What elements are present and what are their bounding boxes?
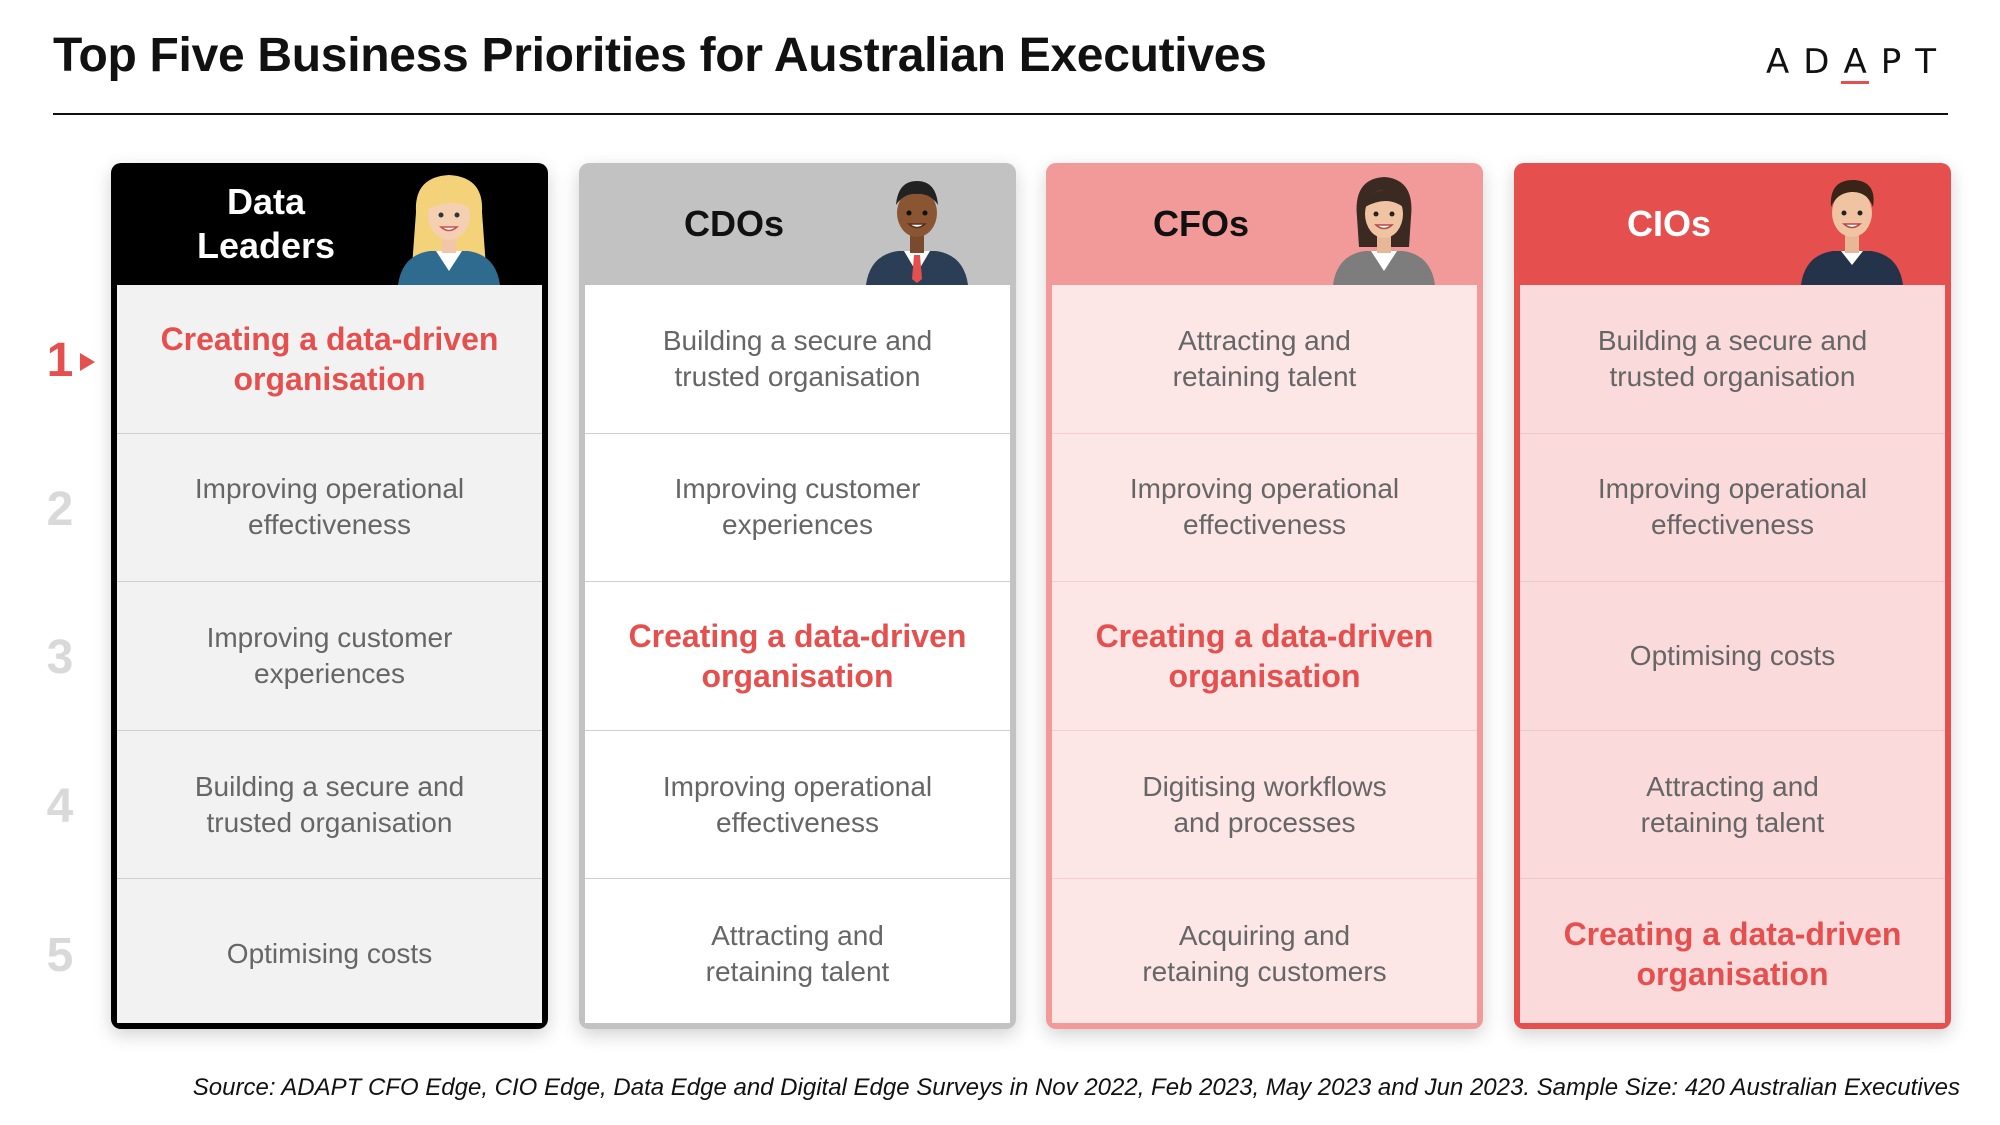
logo-text-right: PT bbox=[1880, 42, 1950, 82]
column-cios: CIOs Building a secure and trusted organ… bbox=[1514, 163, 1951, 1029]
rank-1: 1 bbox=[46, 334, 74, 387]
priority-item: Improving operational effectiveness bbox=[585, 731, 1010, 880]
priority-item: Optimising costs bbox=[1520, 582, 1945, 731]
rank-3: 3 bbox=[46, 631, 74, 684]
title-divider bbox=[53, 113, 1948, 115]
column-header: CIOs bbox=[1514, 163, 1951, 285]
column-header: Data Leaders bbox=[111, 163, 548, 285]
priority-item: Improving customer experiences bbox=[585, 434, 1010, 583]
priority-item: Building a secure and trusted organisati… bbox=[1520, 285, 1945, 434]
priority-item: Improving customer experiences bbox=[117, 582, 542, 731]
priority-item: Creating a data-driven organisation bbox=[1052, 582, 1477, 731]
priority-item: Building a secure and trusted organisati… bbox=[585, 285, 1010, 434]
column-header: CDOs bbox=[579, 163, 1016, 285]
priority-item: Improving operational effectiveness bbox=[1052, 434, 1477, 583]
adapt-logo: ADAPT bbox=[1766, 42, 1950, 84]
column-cfos: CFOs Attracting and retaining talent Imp… bbox=[1046, 163, 1483, 1029]
column-cdos: CDOs Building a secure and trusted organ… bbox=[579, 163, 1016, 1029]
column-header: CFOs bbox=[1046, 163, 1483, 285]
logo-text-left: AD bbox=[1766, 42, 1844, 82]
priority-item: Digitising workflows and processes bbox=[1052, 731, 1477, 880]
rank-2: 2 bbox=[46, 483, 74, 536]
column-data-leaders: Data Leaders Creating a data-driven orga… bbox=[111, 163, 548, 1029]
source-note: Source: ADAPT CFO Edge, CIO Edge, Data E… bbox=[192, 1074, 1960, 1101]
man-suit-avatar-icon bbox=[866, 181, 968, 285]
rank-1-arrow-icon bbox=[80, 353, 95, 371]
priority-item: Improving operational effectiveness bbox=[117, 434, 542, 583]
priority-item: Building a secure and trusted organisati… bbox=[117, 731, 542, 880]
priority-item: Improving operational effectiveness bbox=[1520, 434, 1945, 583]
man-navy-sweater-avatar-icon bbox=[1801, 179, 1903, 285]
priority-item: Acquiring and retaining customers bbox=[1142, 919, 1387, 987]
priority-list: Building a secure and trusted organisati… bbox=[1520, 285, 1945, 1023]
rank-5: 5 bbox=[46, 929, 74, 982]
priority-item: Attracting and retaining talent bbox=[1052, 285, 1477, 434]
priority-item: Creating a data-driven organisation bbox=[585, 582, 1010, 731]
rank-4: 4 bbox=[46, 780, 74, 833]
priority-list: Creating a data-driven organisation Impr… bbox=[117, 285, 542, 1023]
page-title: Top Five Business Priorities for Austral… bbox=[53, 29, 1267, 82]
column-header-label: CFOs bbox=[1152, 203, 1249, 244]
priority-list: Attracting and retaining talent Improvin… bbox=[1052, 285, 1477, 1023]
priority-item: Optimising costs bbox=[226, 937, 433, 969]
column-header-label: CIOs bbox=[1626, 203, 1712, 244]
priority-item: Creating a data-driven organisation bbox=[1563, 915, 1902, 992]
woman-blonde-avatar-icon bbox=[398, 175, 500, 285]
woman-grey-blazer-avatar-icon bbox=[1333, 177, 1435, 285]
column-header-label: CDOs bbox=[683, 203, 785, 244]
priority-list: Building a secure and trusted organisati… bbox=[585, 285, 1010, 1023]
priority-item: Creating a data-driven organisation bbox=[117, 285, 542, 434]
priority-item: Attracting and retaining talent bbox=[1520, 731, 1945, 880]
priority-item: Attracting and retaining talent bbox=[705, 919, 890, 987]
column-header-label: Data Leaders bbox=[196, 181, 336, 266]
logo-text-alt: A bbox=[1841, 42, 1881, 84]
